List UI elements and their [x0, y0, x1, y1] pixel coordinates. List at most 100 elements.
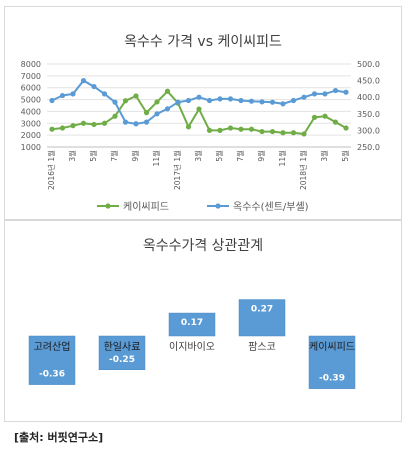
x-tick-label: 11월: [151, 150, 161, 167]
x-tick-label: 3월: [193, 150, 203, 162]
data-point: [164, 88, 171, 94]
y-left-tick-label: 7000: [21, 72, 41, 81]
data-point: [196, 94, 202, 100]
data-point: [343, 89, 349, 95]
y-left-tick-label: 4000: [21, 107, 41, 116]
x-tick-label: 11월: [277, 150, 287, 167]
data-point: [91, 121, 97, 128]
data-point: [269, 128, 276, 135]
correlation-chart-panel: 옥수수가격 상관관계 -0.36 고려산업 -0.25 한일사료 0.17 이지바이오 0.…: [4, 220, 402, 422]
data-point: [248, 126, 255, 132]
data-point: [59, 125, 66, 131]
legend-label: 옥수수(센트/부셸): [233, 201, 309, 213]
price-chart-title: 옥수수 가격 vs 케이씨피드: [124, 34, 282, 50]
bar-category-label: 케이씨피드: [309, 341, 355, 353]
y-left-tick-label: 8000: [21, 60, 41, 69]
y-right-tick-label: 300.0: [357, 126, 380, 135]
data-point: [112, 113, 118, 119]
data-point: [185, 124, 192, 130]
data-point: [227, 96, 234, 102]
data-point: [227, 125, 234, 131]
data-point: [133, 93, 139, 99]
y-right-tick-label: 250.0: [357, 143, 380, 152]
data-point: [143, 110, 150, 116]
data-point: [122, 119, 129, 125]
data-point: [196, 106, 202, 112]
x-tick-label: 9월: [130, 150, 140, 162]
data-point: [322, 113, 328, 119]
y-left-tick-label: 5000: [21, 96, 41, 105]
data-point: [301, 131, 307, 137]
data-point: [280, 101, 286, 107]
legend-label: 케이씨피드: [123, 201, 169, 213]
data-point: [238, 97, 244, 104]
bar-value-label: -0.36: [39, 370, 65, 380]
x-tick-label: 7월: [235, 150, 245, 162]
bar-value-label: -0.25: [109, 355, 135, 365]
data-point: [112, 99, 118, 105]
data-point: [175, 99, 181, 105]
source-note: [출처: 버핏연구소]: [14, 431, 104, 444]
data-point: [133, 121, 139, 127]
x-tick-label: 2016년 1월: [46, 150, 56, 190]
price-chart-canvas: 1000 2000 3000 4000 5000 6000 7000 8000 250.0 300…: [21, 60, 380, 213]
data-point: [311, 114, 318, 120]
x-tick-label: 9월: [256, 150, 266, 162]
y-left-tick-label: 1000: [21, 143, 41, 152]
bar-category-label: 이지바이오: [169, 341, 215, 353]
data-point: [280, 130, 286, 136]
data-point: [311, 91, 318, 97]
x-tick-label: 5월: [214, 150, 224, 162]
data-point: [217, 127, 223, 133]
x-tick-label: 2018년 1월: [298, 150, 308, 190]
data-point: [154, 99, 160, 105]
correlation-chart-title: 옥수수가격 상관관계: [142, 238, 264, 254]
legend-swatch-marker: [215, 203, 221, 209]
data-point: [80, 120, 87, 126]
x-tick-label: 3월: [67, 150, 77, 162]
bar-category-label: 고려산업: [34, 340, 71, 353]
x-tick-label: 7월: [109, 150, 119, 162]
y-right-tick-label: 350.0: [357, 110, 380, 119]
bar-category-label: 팜스코: [248, 341, 276, 353]
correlation-chart-canvas: -0.36 고려산업 -0.25 한일사료 0.17 이지바이오 0.27 팜스코 -0.39 케…: [28, 299, 356, 389]
data-point: [259, 99, 265, 105]
bar-value-label: 0.17: [181, 318, 203, 328]
data-point: [101, 91, 108, 97]
y-right-tick-label: 500.0: [357, 60, 380, 69]
data-point: [70, 123, 76, 129]
bar-category-label: 한일사료: [104, 341, 141, 353]
x-tick-label: 2017년 1월: [172, 150, 182, 190]
data-point: [290, 97, 297, 104]
y-left-tick-label: 6000: [21, 84, 41, 93]
correlation-bar: [238, 299, 286, 337]
data-point: [238, 126, 244, 132]
correlation-bar: [168, 312, 216, 337]
x-tick-label: 5월: [88, 150, 98, 162]
data-point: [248, 98, 255, 104]
data-point: [164, 106, 171, 112]
correlation-bar: [98, 335, 146, 370]
y-right-tick-label: 400.0: [357, 93, 380, 102]
data-point: [332, 87, 339, 94]
data-point: [185, 97, 192, 104]
correlation-bar: [28, 335, 76, 385]
y-left-tick-label: 3000: [21, 119, 41, 128]
bar-value-label: 0.27: [251, 305, 273, 315]
data-point: [154, 111, 160, 117]
bar-value-label: -0.39: [319, 374, 345, 384]
data-point: [301, 94, 307, 100]
data-point: [343, 125, 349, 131]
data-point: [206, 127, 213, 133]
data-point: [91, 83, 97, 90]
data-point: [101, 120, 108, 126]
data-point: [49, 97, 55, 104]
data-point: [206, 97, 213, 104]
data-point: [70, 91, 76, 97]
data-point: [217, 96, 223, 102]
correlation-bar: [308, 335, 356, 389]
price-chart-panel: 옥수수 가격 vs 케이씨피드 1000 2000 3000 4000 5000 6000…: [4, 6, 402, 220]
data-point: [59, 92, 66, 99]
legend-swatch-marker: [105, 203, 111, 209]
data-point: [259, 128, 265, 135]
